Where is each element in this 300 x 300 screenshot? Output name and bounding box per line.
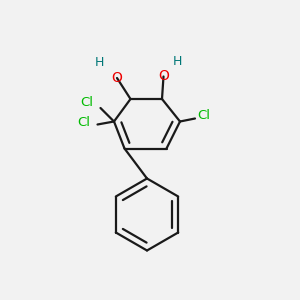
Text: O: O — [112, 71, 122, 85]
Text: Cl: Cl — [80, 95, 94, 109]
Text: O: O — [158, 70, 169, 83]
Text: H: H — [94, 56, 104, 70]
Text: Cl: Cl — [77, 116, 91, 130]
Text: H: H — [172, 55, 182, 68]
Text: Cl: Cl — [197, 109, 211, 122]
